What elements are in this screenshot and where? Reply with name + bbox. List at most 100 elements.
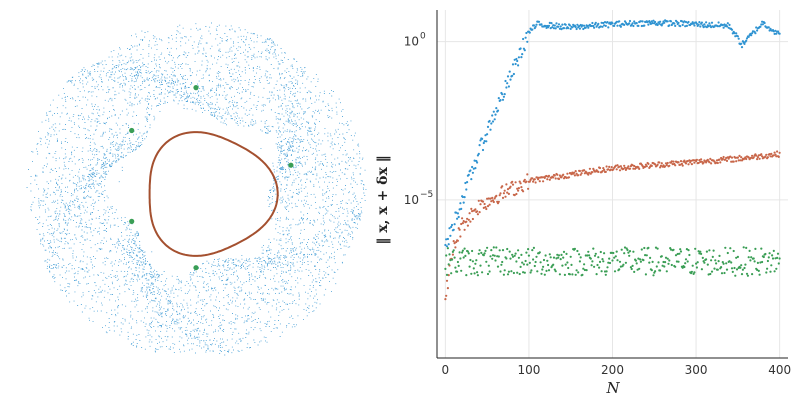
data-point <box>553 268 556 271</box>
chaotic-orbit-points <box>26 22 367 356</box>
data-point <box>486 272 490 276</box>
data-point <box>505 86 508 89</box>
data-point <box>475 259 478 262</box>
data-point <box>703 261 706 264</box>
data-point <box>700 268 704 271</box>
data-point <box>611 22 614 25</box>
data-point <box>462 256 465 259</box>
data-point <box>638 267 641 270</box>
data-point <box>582 267 585 270</box>
data-point <box>769 155 772 158</box>
data-point <box>473 159 476 162</box>
data-point <box>474 167 477 170</box>
data-point <box>540 23 543 26</box>
data-point <box>666 257 669 260</box>
data-point <box>708 22 711 25</box>
data-point <box>668 259 671 262</box>
data-point <box>677 260 680 263</box>
data-point <box>675 20 679 23</box>
data-point <box>539 261 542 264</box>
data-point <box>593 265 596 268</box>
data-point <box>652 274 655 277</box>
data-point <box>669 248 673 251</box>
data-point <box>614 164 617 167</box>
data-point <box>627 251 630 254</box>
data-point <box>638 167 641 170</box>
data-point <box>679 160 683 163</box>
data-point <box>501 185 504 188</box>
data-point <box>489 128 492 131</box>
data-point <box>521 53 524 56</box>
data-point <box>726 22 729 25</box>
data-point <box>721 157 724 160</box>
data-point <box>444 243 447 247</box>
data-point <box>469 169 472 172</box>
data-point <box>716 161 719 165</box>
data-point <box>670 160 673 163</box>
data-point <box>519 47 522 50</box>
data-point <box>604 170 607 173</box>
data-point <box>534 260 537 264</box>
y-axis-title: ‖ x, x + δx ‖ <box>375 155 391 244</box>
data-point <box>722 26 725 29</box>
data-point <box>652 19 655 22</box>
data-point <box>628 19 632 23</box>
data-point <box>698 159 701 162</box>
data-point <box>615 250 618 253</box>
data-point <box>668 24 671 27</box>
data-point <box>492 246 495 249</box>
data-point <box>609 168 612 171</box>
data-point <box>773 151 776 154</box>
data-point <box>583 263 586 266</box>
data-point <box>515 192 518 196</box>
data-point <box>517 64 520 67</box>
data-point <box>501 93 504 96</box>
data-point <box>603 168 606 171</box>
data-point <box>598 166 602 170</box>
data-point <box>597 22 600 25</box>
data-point <box>536 270 539 273</box>
data-point <box>515 57 518 61</box>
data-point <box>550 22 553 25</box>
data-point <box>450 225 453 228</box>
data-point <box>739 266 742 269</box>
data-point <box>664 256 668 259</box>
data-point <box>468 212 471 215</box>
data-point <box>461 195 464 199</box>
chaotic-orbit-cloud <box>26 22 367 356</box>
data-point <box>748 249 751 252</box>
data-point <box>601 25 604 28</box>
data-point <box>645 165 648 168</box>
data-point <box>544 254 547 257</box>
data-point <box>501 249 505 252</box>
data-point <box>681 164 684 167</box>
data-point <box>455 211 458 214</box>
data-point <box>502 192 505 195</box>
data-point <box>506 82 509 85</box>
data-point <box>699 25 702 28</box>
data-point <box>511 63 515 66</box>
data-point <box>605 270 608 273</box>
data-point <box>579 256 582 259</box>
data-point <box>466 224 469 227</box>
data-point <box>492 110 495 113</box>
data-point <box>747 35 750 39</box>
data-point <box>513 58 516 61</box>
data-point <box>716 268 719 271</box>
data-point <box>724 158 727 161</box>
data-point <box>615 168 618 171</box>
data-point <box>593 254 597 257</box>
data-point <box>644 273 648 276</box>
data-point <box>654 246 658 249</box>
data-point <box>623 23 626 26</box>
data-point <box>760 247 763 250</box>
data-point <box>756 29 759 32</box>
data-point <box>681 266 684 269</box>
data-point <box>528 261 531 264</box>
data-point <box>445 254 448 257</box>
data-point <box>731 270 734 273</box>
data-point <box>483 202 486 206</box>
data-point <box>736 255 740 258</box>
data-point <box>635 262 638 265</box>
data-point <box>707 273 710 276</box>
